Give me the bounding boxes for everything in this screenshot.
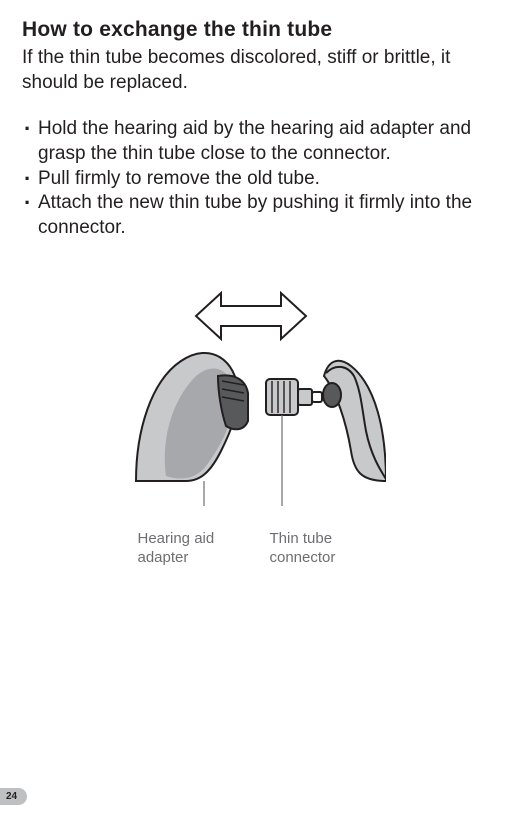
diagram: Hearing aid adapter Thin tube connector bbox=[126, 281, 386, 568]
hearing-aid-right bbox=[323, 361, 386, 481]
steps-list: Hold the hearing aid by the hearing aid … bbox=[22, 117, 489, 240]
hearing-aid-body bbox=[136, 353, 248, 481]
thin-tube-connector bbox=[266, 379, 322, 415]
label-hearing-aid-adapter: Hearing aid adapter bbox=[138, 530, 248, 568]
label-text: Thin tube bbox=[270, 530, 333, 547]
label-thin-tube-connector: Thin tube connector bbox=[270, 530, 380, 568]
label-text: Hearing aid bbox=[138, 530, 215, 547]
page-title: How to exchange the thin tube bbox=[22, 18, 489, 42]
diagram-labels: Hearing aid adapter Thin tube connector bbox=[126, 530, 386, 568]
step-item: Attach the new thin tube by pushing it f… bbox=[22, 191, 489, 240]
step-item: Hold the hearing aid by the hearing aid … bbox=[22, 117, 489, 166]
intro-text: If the thin tube becomes discolored, sti… bbox=[22, 46, 489, 95]
label-text: adapter bbox=[138, 549, 189, 566]
hearing-aid-diagram bbox=[126, 281, 386, 511]
page-number: 24 bbox=[0, 788, 27, 805]
double-arrow-icon bbox=[196, 293, 306, 339]
label-text: connector bbox=[270, 549, 336, 566]
step-item: Pull firmly to remove the old tube. bbox=[22, 167, 489, 192]
